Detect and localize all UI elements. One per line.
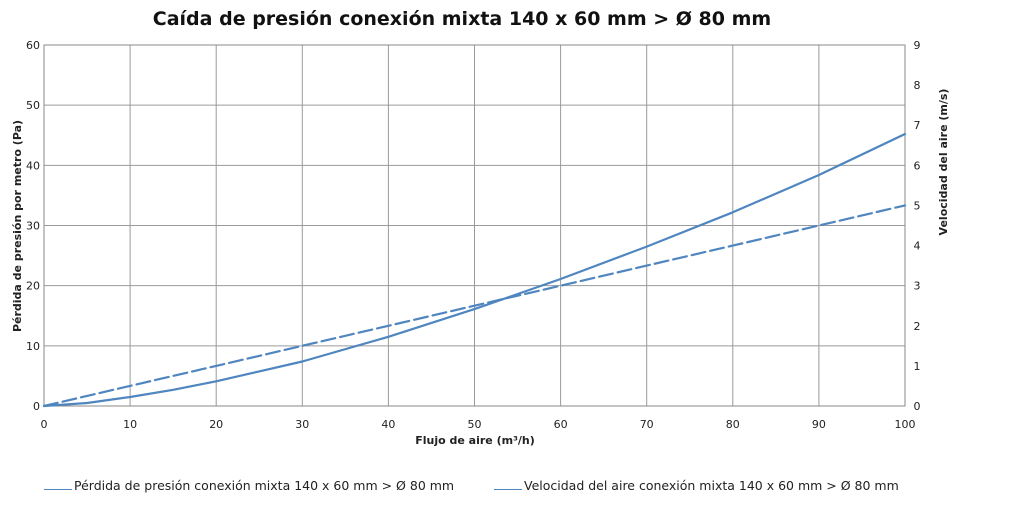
- y-axis-label: Pérdida de presión por metro (Pa): [11, 120, 24, 332]
- x-tick-label: 50: [468, 418, 482, 431]
- y-tick-label: 40: [26, 159, 40, 172]
- tick-labels: 0 10 20 30 40 50 60 70 80 90 100 0 10 20 30 40 50 60 0 1 2 3 4…: [26, 39, 921, 431]
- y2-tick-label: 6: [914, 159, 921, 172]
- legend-swatch-velocity: [494, 489, 522, 490]
- x-tick-label: 20: [209, 418, 223, 431]
- series-line-pressure: [42, 132, 907, 408]
- y2-tick-label: 1: [914, 360, 921, 373]
- legend-item-pressure: Pérdida de presión conexión mixta 140 x …: [44, 478, 454, 493]
- y-tick-label: 50: [26, 99, 40, 112]
- legend-swatch-pressure: [44, 489, 72, 490]
- y2-tick-label: 3: [914, 280, 921, 293]
- y2-tick-label: 0: [914, 400, 921, 413]
- x-tick-label: 30: [295, 418, 309, 431]
- x-tick-label: 10: [123, 418, 137, 431]
- grid-lines: [43, 44, 906, 407]
- y2-tick-label: 2: [914, 320, 921, 333]
- plot-frame: [43, 44, 906, 407]
- y-tick-label: 30: [26, 220, 40, 233]
- x-tick-label: 70: [640, 418, 654, 431]
- y-tick-label: 60: [26, 39, 40, 52]
- legend-label-pressure: Pérdida de presión conexión mixta 140 x …: [74, 478, 455, 493]
- y2-tick-label: 5: [914, 199, 921, 212]
- y-tick-label: 0: [33, 400, 40, 413]
- y2-tick-label: 9: [914, 39, 921, 52]
- y2-tick-label: 4: [914, 240, 921, 253]
- x-tick-label: 40: [381, 418, 395, 431]
- x-tick-label: 80: [726, 418, 740, 431]
- x-tick-label: 90: [812, 418, 826, 431]
- series-lines: [42, 132, 907, 408]
- series-line-velocity: [42, 204, 907, 408]
- x-axis-label: Flujo de aire (m³/h): [415, 434, 535, 447]
- y2-tick-label: 8: [914, 79, 921, 92]
- chart-title: Caída de presión conexión mixta 140 x 60…: [153, 8, 771, 30]
- legend-item-velocity: Velocidad del aire conexión mixta 140 x …: [494, 478, 899, 493]
- y2-axis-label: Velocidad del aire (m/s): [937, 89, 950, 236]
- x-tick-label: 0: [41, 418, 48, 431]
- x-tick-label: 60: [554, 418, 568, 431]
- y2-tick-label: 7: [914, 119, 921, 132]
- y-tick-label: 10: [26, 340, 40, 353]
- y-tick-label: 20: [26, 280, 40, 293]
- x-tick-label: 100: [895, 418, 916, 431]
- legend-label-velocity: Velocidad del aire conexión mixta 140 x …: [524, 478, 899, 493]
